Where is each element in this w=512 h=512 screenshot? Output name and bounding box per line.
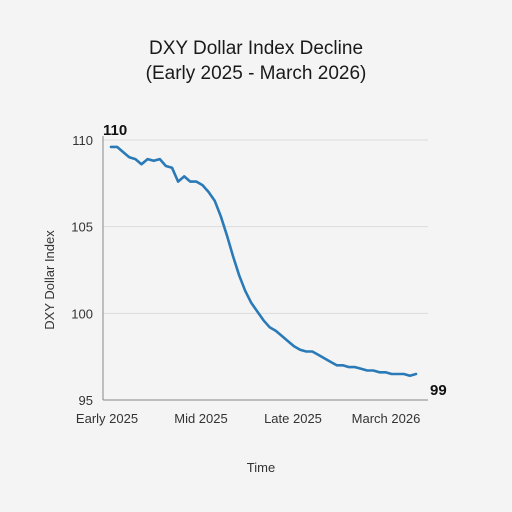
chart-title-line1: DXY Dollar Index Decline <box>148 38 364 59</box>
y-tick-label: 110 <box>72 133 93 148</box>
chart-title-line2: (Early 2025 - March 2026) <box>145 63 367 84</box>
y-axis-label: DXY Dollar Index <box>42 230 57 330</box>
end-value-label: 99 <box>430 382 447 399</box>
dxy-series-line <box>109 145 418 377</box>
grid-lines <box>103 139 428 314</box>
x-tick-labels: Early 2025 Mid 2025 Late 2025 March 2026 <box>76 411 420 426</box>
x-axis-label: Time <box>247 460 275 475</box>
start-value-label: 110 <box>103 122 127 139</box>
y-tick-label: 105 <box>71 220 93 235</box>
x-tick-label: Early 2025 <box>76 411 138 426</box>
x-tick-label: Mid 2025 <box>174 411 227 426</box>
y-tick-labels: 95 100 105 110 <box>71 133 93 408</box>
y-tick-label: 95 <box>79 393 93 408</box>
y-tick-label: 100 <box>71 306 93 321</box>
x-tick-label: March 2026 <box>352 411 421 426</box>
x-tick-label: Late 2025 <box>264 411 322 426</box>
